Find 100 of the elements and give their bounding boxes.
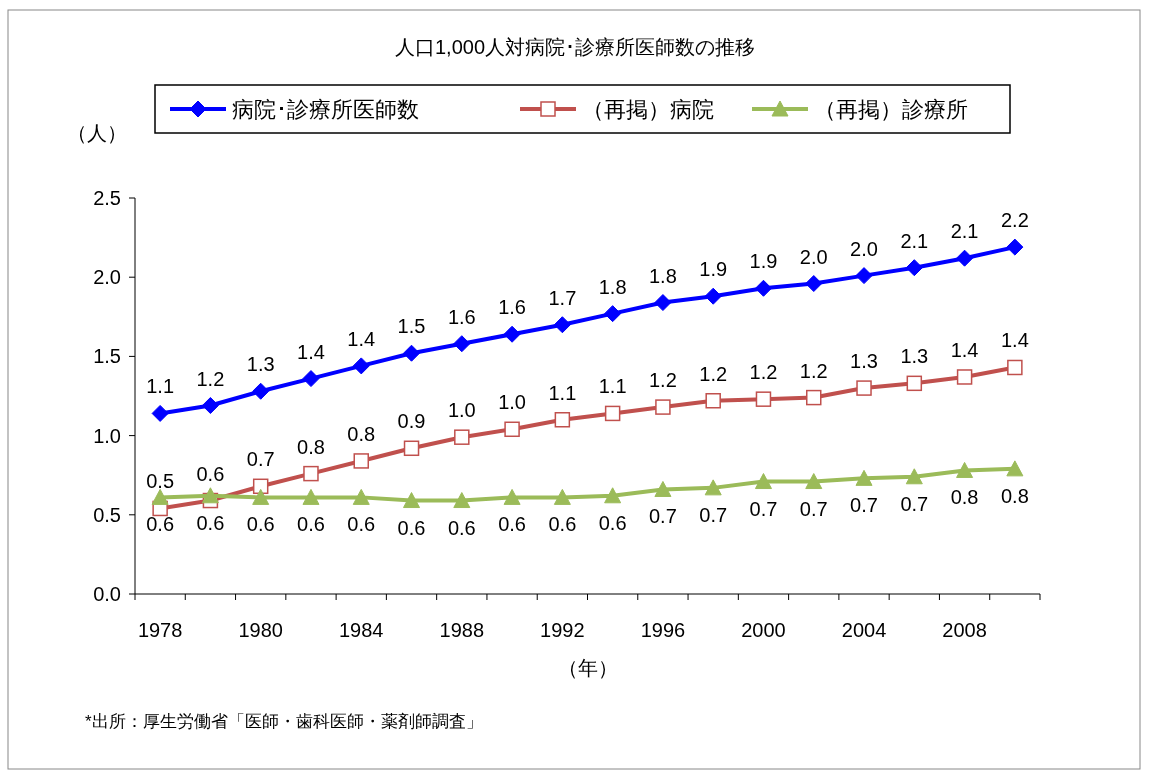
data-label: 0.6 [246,513,275,536]
point [201,397,219,414]
data-label: 0.7 [649,505,677,528]
data-label: 1.1 [146,375,175,398]
data-label: 0.7 [850,494,878,517]
point [654,480,672,497]
data-label: 1.6 [447,305,476,328]
point [302,488,320,505]
data-label: 1.3 [900,345,929,368]
x-tick-label: 2000 [741,619,786,641]
data-label: 0.9 [397,410,426,433]
data-label: 0.7 [749,497,778,520]
point [303,465,319,482]
point [754,473,772,490]
data-label: 1.4 [950,338,979,361]
y-axis-title: （人） [67,122,127,144]
point [252,488,270,505]
point [353,453,369,469]
data-label: 1.9 [749,250,778,273]
point [755,391,772,407]
legend-label: （再掲）病院 [582,97,714,122]
point [504,421,520,438]
data-label: 2.0 [799,245,828,268]
data-label: 1.1 [548,381,577,404]
point [704,479,722,496]
point [956,369,973,385]
point [553,316,571,334]
point [151,488,169,505]
data-label: 1.2 [749,361,778,384]
point [553,488,571,505]
data-label: 1.4 [347,327,376,350]
data-label: 0.6 [146,513,175,536]
data-label: 1.8 [649,264,677,287]
data-label: 0.6 [297,513,325,536]
point [503,488,521,505]
y-tick-label: 1.5 [93,345,121,368]
data-label: 0.7 [900,492,929,515]
point [805,473,823,490]
chart-title: 人口1,000人対病院･診療所医師数の推移 [394,36,756,58]
data-label: 0.6 [447,516,476,539]
point [252,382,270,400]
data-label: 0.7 [246,448,275,471]
point [855,267,873,285]
point [956,249,974,267]
point [201,487,219,504]
point [705,393,721,409]
legend-label: （再掲）診療所 [814,97,968,122]
point [453,335,471,353]
x-tick-label: 2008 [942,619,987,641]
point [302,370,320,388]
data-label: 2.2 [1000,209,1029,232]
data-label: 1.8 [598,275,627,298]
data-label: 0.5 [146,470,175,493]
x-tick-label: 1978 [137,619,183,641]
x-tick-label: 1996 [640,619,686,641]
x-tick-label: 1988 [439,619,485,641]
point [1006,238,1024,256]
y-tick-label: 1.0 [93,424,121,447]
point [554,412,571,428]
point [1006,460,1024,477]
data-label: 0.8 [950,486,979,509]
data-label: 0.6 [548,513,577,536]
legend-label: 病院･診療所医師数 [232,97,419,122]
point [856,380,872,396]
x-tick-label: 1984 [339,619,384,641]
point [454,429,470,445]
point [453,492,471,509]
x-tick-label: 2004 [841,619,887,641]
point [604,487,622,504]
point [352,357,370,375]
x-tick-label: 1992 [540,619,585,641]
x-axis-title: （年） [557,657,618,679]
data-label: 1.4 [297,340,325,363]
data-label: 1.0 [498,391,526,414]
data-label: 0.8 [347,422,376,445]
data-label: 0.6 [196,511,225,534]
point [654,294,672,312]
point [806,389,822,406]
data-label: 2.1 [950,220,979,243]
data-label: 1.0 [447,399,476,422]
point [855,469,873,486]
data-label: 1.6 [498,296,526,319]
data-label: 0.7 [699,503,728,526]
data-label: 1.5 [397,315,426,338]
point [905,468,923,485]
point [403,492,421,509]
point [704,287,722,305]
data-label: 0.6 [347,513,376,536]
point [1007,359,1023,376]
y-tick-label: 0.0 [93,583,121,605]
point [754,279,772,297]
point [403,440,420,457]
point [352,488,370,505]
data-label: 1.2 [196,367,225,390]
data-label: 2.0 [850,237,878,260]
data-label: 0.8 [1000,484,1029,507]
data-label: 0.8 [297,435,325,458]
data-label: 1.7 [548,286,577,309]
point [403,344,421,362]
point [956,461,974,478]
